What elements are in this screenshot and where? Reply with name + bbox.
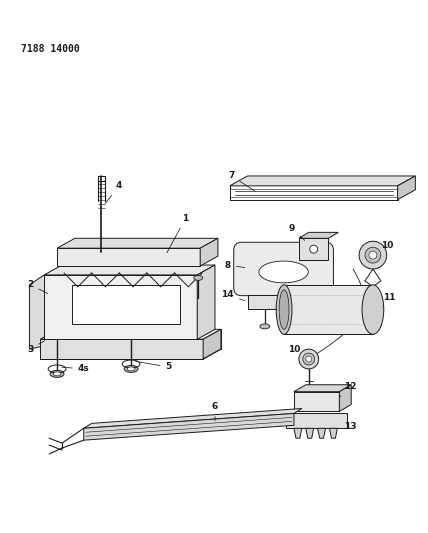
Polygon shape bbox=[339, 385, 351, 411]
Polygon shape bbox=[200, 238, 218, 266]
Polygon shape bbox=[284, 285, 373, 334]
Polygon shape bbox=[44, 265, 215, 275]
Ellipse shape bbox=[362, 285, 384, 334]
Ellipse shape bbox=[276, 285, 292, 334]
Ellipse shape bbox=[50, 370, 64, 377]
Polygon shape bbox=[44, 275, 197, 339]
Text: 5: 5 bbox=[136, 361, 172, 372]
Ellipse shape bbox=[365, 247, 381, 263]
Text: 14: 14 bbox=[222, 290, 245, 301]
Polygon shape bbox=[286, 414, 347, 429]
Polygon shape bbox=[230, 176, 415, 186]
FancyBboxPatch shape bbox=[234, 243, 333, 296]
Ellipse shape bbox=[194, 276, 202, 280]
Polygon shape bbox=[306, 429, 314, 438]
Ellipse shape bbox=[299, 349, 318, 369]
Text: 6: 6 bbox=[212, 402, 218, 421]
Ellipse shape bbox=[369, 251, 377, 259]
Polygon shape bbox=[247, 295, 282, 309]
Polygon shape bbox=[398, 176, 415, 200]
Ellipse shape bbox=[53, 372, 61, 376]
Ellipse shape bbox=[279, 290, 289, 329]
Text: 7: 7 bbox=[229, 172, 255, 191]
Text: 4s: 4s bbox=[62, 365, 89, 374]
Text: 2: 2 bbox=[27, 280, 48, 294]
Text: 10: 10 bbox=[288, 345, 305, 359]
Polygon shape bbox=[299, 238, 329, 260]
Text: 7188 14000: 7188 14000 bbox=[21, 44, 79, 54]
Polygon shape bbox=[203, 329, 221, 359]
Ellipse shape bbox=[259, 261, 308, 283]
Text: 8: 8 bbox=[225, 261, 245, 270]
Polygon shape bbox=[30, 275, 74, 349]
Text: 10: 10 bbox=[376, 241, 394, 254]
Polygon shape bbox=[299, 232, 339, 238]
Text: 4: 4 bbox=[105, 181, 122, 204]
Ellipse shape bbox=[127, 367, 135, 371]
Ellipse shape bbox=[306, 356, 312, 362]
Polygon shape bbox=[40, 339, 203, 359]
Text: 11: 11 bbox=[383, 293, 396, 308]
Ellipse shape bbox=[359, 241, 387, 269]
Ellipse shape bbox=[124, 366, 138, 373]
Text: 3: 3 bbox=[27, 341, 45, 353]
Polygon shape bbox=[84, 408, 302, 429]
Ellipse shape bbox=[260, 324, 270, 329]
Ellipse shape bbox=[310, 245, 318, 253]
Text: 12: 12 bbox=[340, 382, 357, 397]
Polygon shape bbox=[294, 392, 339, 411]
Polygon shape bbox=[84, 414, 294, 440]
Text: 1: 1 bbox=[167, 214, 188, 253]
Ellipse shape bbox=[303, 353, 315, 365]
Text: 9: 9 bbox=[289, 224, 305, 240]
Polygon shape bbox=[294, 429, 302, 438]
Polygon shape bbox=[197, 265, 215, 339]
Polygon shape bbox=[318, 429, 326, 438]
Polygon shape bbox=[294, 385, 351, 392]
Polygon shape bbox=[57, 248, 200, 266]
Polygon shape bbox=[72, 285, 181, 325]
Text: 13: 13 bbox=[344, 422, 357, 431]
Polygon shape bbox=[330, 429, 337, 438]
Polygon shape bbox=[40, 329, 221, 339]
Polygon shape bbox=[57, 238, 218, 248]
